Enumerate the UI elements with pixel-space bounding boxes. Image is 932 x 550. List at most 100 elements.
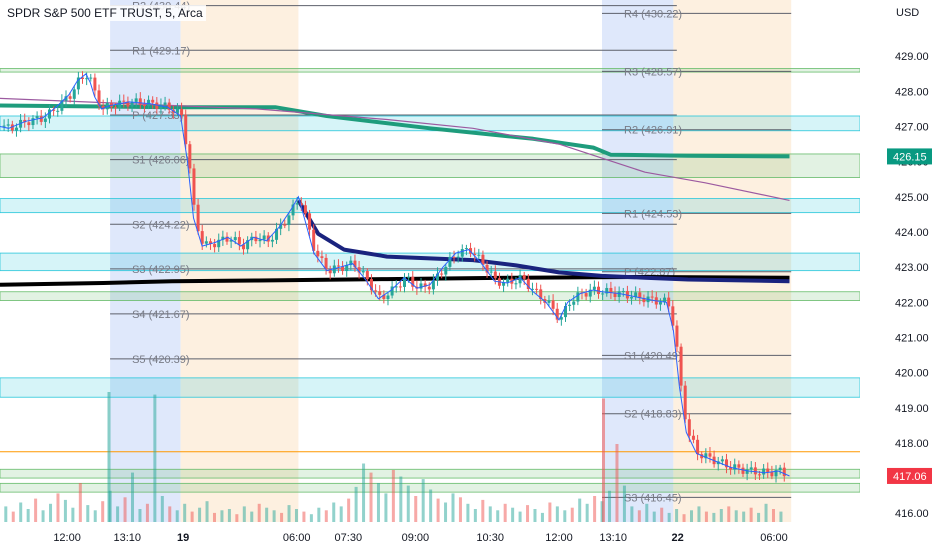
- candle-body: [242, 244, 246, 250]
- candle-body: [101, 105, 105, 110]
- volume-bar: [26, 509, 30, 522]
- candle-body: [559, 317, 563, 320]
- volume-bar: [369, 472, 373, 522]
- volume-bar: [123, 497, 127, 522]
- candle-body: [758, 474, 762, 476]
- candle-body: [700, 454, 704, 459]
- candle-body: [14, 127, 18, 131]
- pivot-levels: R2 (430.44)R1 (429.17)P (427.33)S1 (426.…: [110, 1, 792, 504]
- price-tick-label: 420.00: [895, 368, 929, 380]
- volume-bar: [391, 470, 395, 522]
- candle-body: [671, 306, 675, 326]
- volume-bar: [779, 511, 783, 522]
- volume-bar: [712, 512, 716, 522]
- pivot-label: S2 (424.22): [132, 219, 189, 231]
- candle-body: [134, 98, 138, 102]
- candle-body: [72, 89, 76, 99]
- candle-body: [151, 99, 155, 103]
- candle-body: [258, 239, 262, 242]
- candle-body: [142, 104, 146, 107]
- time-axis-bg: [0, 522, 932, 550]
- candle-body: [485, 264, 489, 273]
- volume-bar: [332, 502, 336, 522]
- session-band: [602, 0, 674, 522]
- volume-bar: [227, 509, 231, 522]
- candle-body: [539, 289, 543, 300]
- volume-bar: [444, 502, 448, 522]
- candle-body: [2, 125, 6, 127]
- price-tick-label: 421.00: [895, 332, 929, 344]
- candle-body: [563, 305, 567, 318]
- candle-body: [262, 235, 266, 240]
- volume-bar: [220, 510, 224, 522]
- volume-bar: [309, 514, 313, 522]
- pivot-label: S3 (416.45): [624, 492, 681, 504]
- candle-body: [745, 469, 749, 474]
- volume-bar: [660, 507, 664, 522]
- candle-body: [551, 300, 555, 309]
- candle-body: [402, 277, 406, 287]
- candle-body: [279, 224, 283, 229]
- moving-average-line: [296, 199, 790, 284]
- pivot-zone: [0, 198, 861, 214]
- pivot-label: R1 (424.53): [624, 208, 682, 220]
- candle-body: [76, 77, 80, 90]
- volume-bar: [190, 511, 194, 522]
- candle-body: [357, 267, 361, 273]
- volume-bar: [578, 498, 582, 522]
- candle-body: [295, 203, 299, 205]
- candle-body: [708, 453, 712, 457]
- volume-bar: [697, 506, 701, 522]
- candle-body: [576, 292, 580, 302]
- volume-bar: [704, 511, 708, 522]
- volume-bar: [116, 506, 120, 522]
- candle-body: [782, 467, 786, 477]
- candle-body: [85, 78, 89, 80]
- candle-body: [720, 459, 724, 462]
- last-price-label: 426.15: [893, 151, 927, 163]
- volume-bar: [570, 507, 574, 522]
- candle-body: [617, 291, 621, 297]
- time-tick-label: 19: [177, 532, 189, 544]
- time-tick-label: 12:00: [545, 532, 573, 544]
- candle-body: [200, 231, 204, 244]
- candle-body: [762, 468, 766, 475]
- volume-bar: [518, 511, 522, 522]
- moving-average-line: [0, 97, 790, 201]
- candle-body: [43, 118, 47, 122]
- volume-bar: [250, 511, 254, 522]
- candle-body: [733, 464, 737, 470]
- volume-bar: [526, 505, 530, 522]
- candle-body: [221, 236, 225, 240]
- volume-bar: [101, 501, 105, 522]
- candle-body: [275, 228, 279, 240]
- volume-bar: [384, 493, 388, 522]
- volume-bar: [496, 510, 500, 522]
- candle-body: [592, 286, 596, 290]
- volume-bar: [138, 509, 142, 522]
- volume-bar: [675, 509, 679, 522]
- volume-bar: [749, 507, 753, 522]
- candle-body: [584, 293, 588, 297]
- volume-bar: [86, 505, 90, 522]
- candle-body: [175, 108, 179, 113]
- volume-bar: [294, 509, 298, 522]
- pivot-label: R3 (428.57): [624, 66, 682, 78]
- candle-body: [378, 291, 382, 295]
- candle-body: [634, 292, 638, 298]
- pivot-zone: [0, 377, 861, 398]
- chart-title: SPDR S&P 500 ETF TRUST, 5, Arca: [4, 5, 206, 21]
- volume-bar: [771, 509, 775, 522]
- candle-body: [287, 215, 291, 225]
- candle-body: [93, 77, 97, 91]
- candle-body: [724, 459, 728, 468]
- candle-body: [246, 240, 250, 250]
- volume-bar: [63, 499, 67, 522]
- candle-body: [650, 296, 654, 298]
- volume-bar: [466, 503, 470, 522]
- candle-body: [122, 100, 126, 102]
- candle-body: [390, 286, 394, 296]
- last-price-label: 417.06: [893, 471, 927, 483]
- candle-body: [423, 283, 427, 287]
- candle-body: [213, 244, 217, 248]
